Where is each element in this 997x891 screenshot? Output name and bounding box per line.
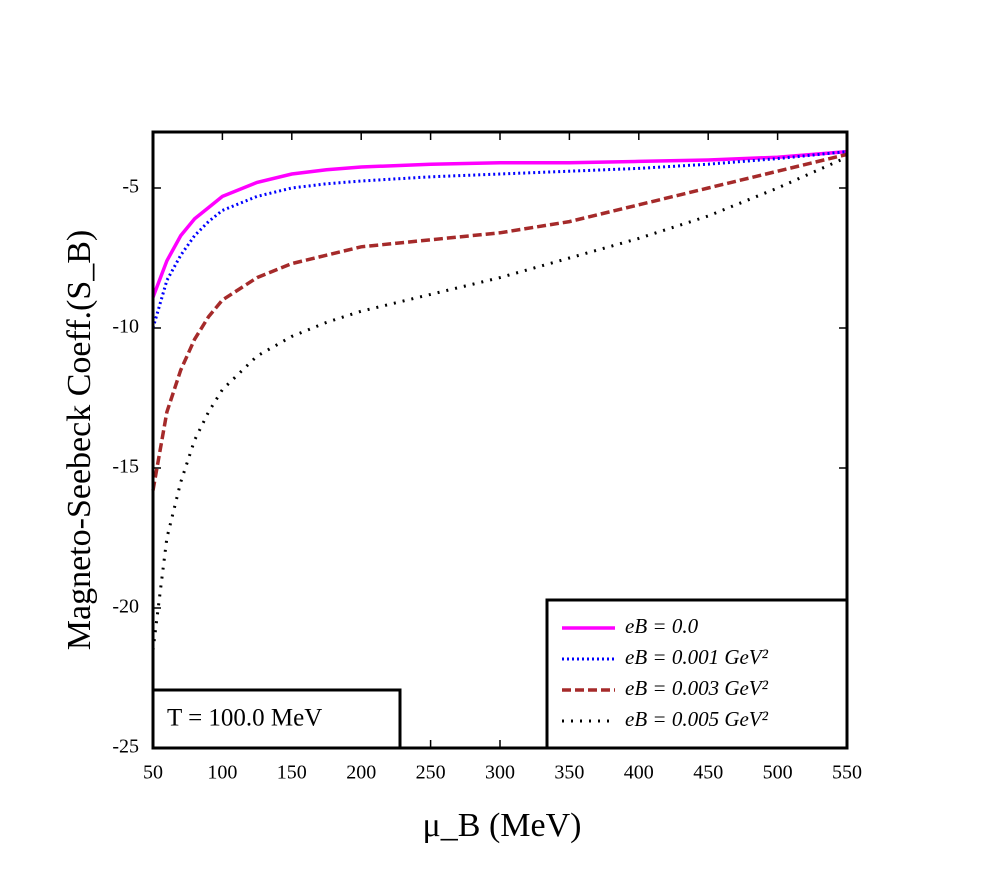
x-tick-label: 350 (554, 762, 584, 784)
x-tick-label: 250 (416, 762, 446, 784)
x-tick-label: 50 (143, 762, 163, 784)
y-tick-label: -20 (112, 596, 139, 618)
y-tick-label: -15 (112, 456, 139, 478)
legend-label: eB = 0.0 (625, 614, 699, 638)
x-tick-label: 300 (485, 762, 515, 784)
legend-label: eB = 0.003 GeV² (625, 676, 769, 700)
x-tick-label: 200 (346, 762, 376, 784)
y-tick-label: -25 (112, 736, 139, 758)
y-tick-label: -10 (112, 316, 139, 338)
legend-label: eB = 0.005 GeV² (625, 707, 769, 731)
y-axis-label: Magneto-Seebeck Coeff.(S_B) (61, 230, 98, 650)
series-line (151, 155, 848, 651)
y-tick-label: -5 (122, 176, 139, 198)
x-tick-label: 450 (693, 762, 723, 784)
series-line (151, 152, 848, 491)
annotation-box (151, 688, 402, 750)
x-tick-label: 500 (763, 762, 793, 784)
plot-frame (151, 130, 849, 750)
x-tick-label: 100 (207, 762, 237, 784)
annotation: T = 100.0 MeV (167, 705, 322, 732)
legend-label: eB = 0.001 GeV² (625, 645, 769, 669)
series-line (151, 149, 848, 298)
x-tick-label: 400 (624, 762, 654, 784)
x-tick-label: 150 (277, 762, 307, 784)
x-axis-label: μ_B (MeV) (423, 807, 582, 844)
x-tick-label: 550 (832, 762, 862, 784)
legend-box (545, 598, 849, 750)
